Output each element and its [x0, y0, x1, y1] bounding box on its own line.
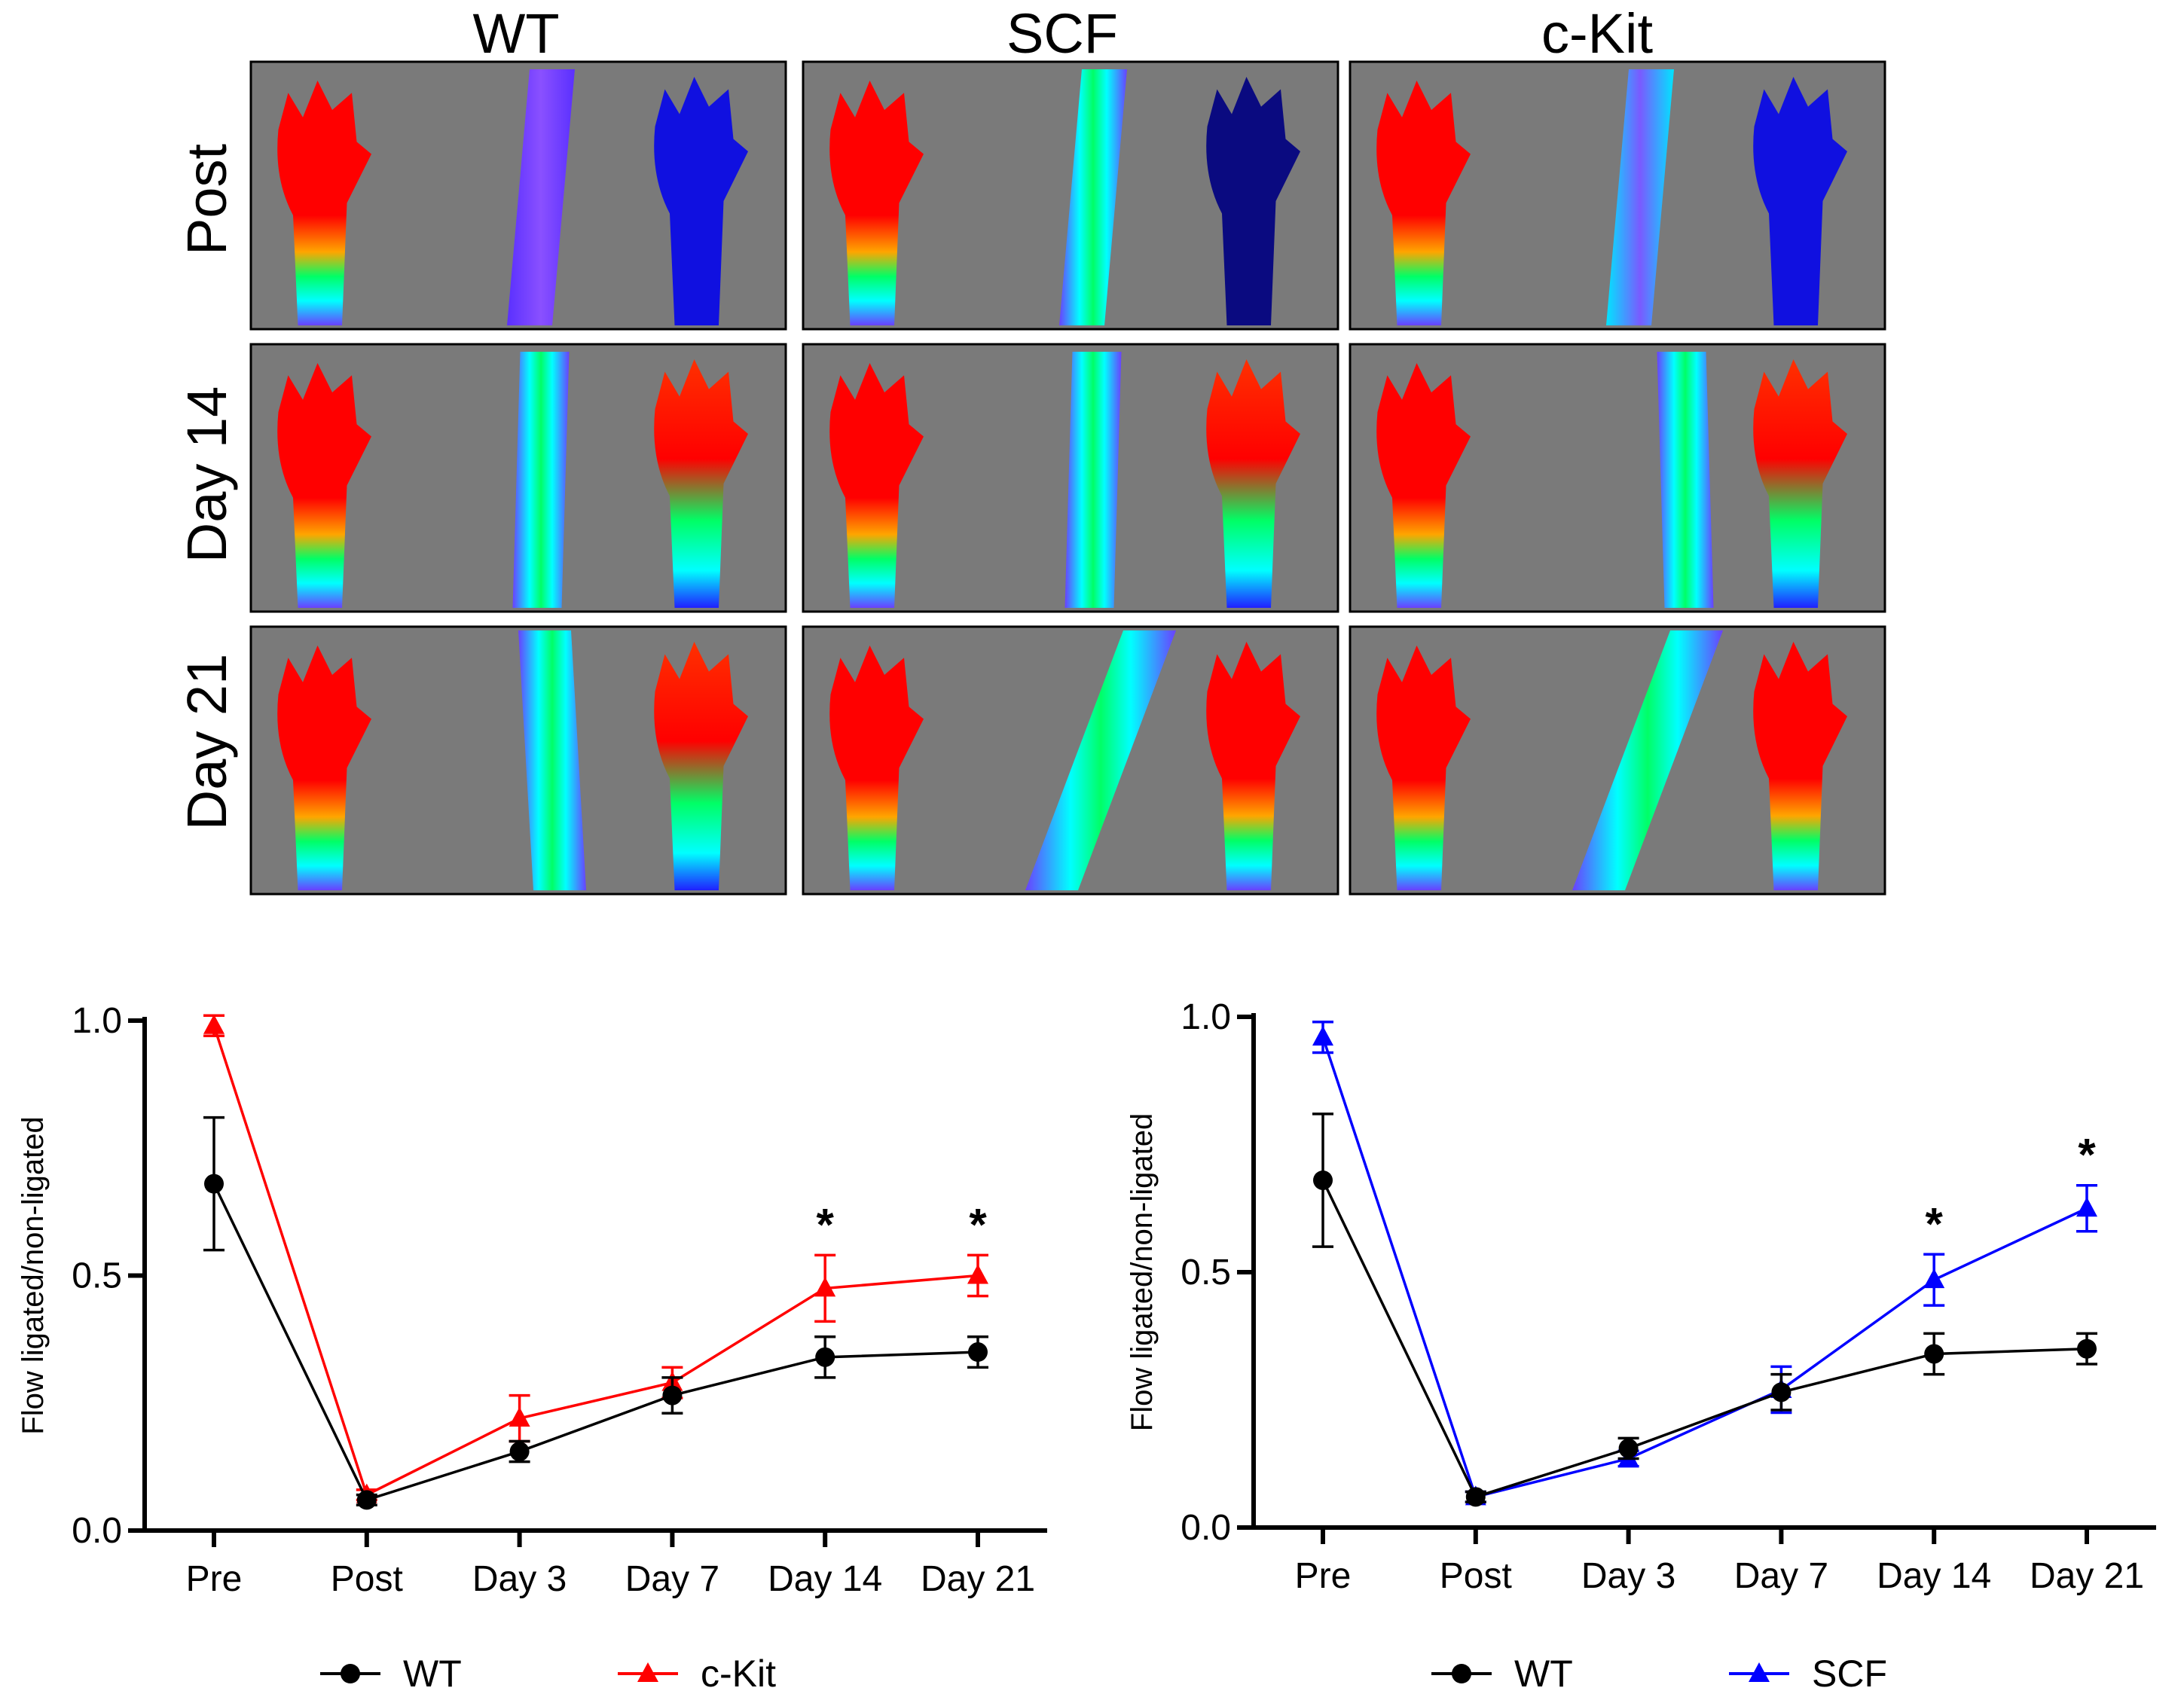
- column-title-scf: SCF: [1006, 2, 1118, 65]
- y-tick-label: 0.5: [1181, 1253, 1231, 1293]
- data-point: [968, 1342, 988, 1363]
- legend-marker: [637, 1662, 658, 1682]
- legend: WT SCF: [1431, 1653, 1887, 1695]
- imaging-grid: [249, 60, 1886, 896]
- legend-label: SCF: [1812, 1653, 1887, 1695]
- x-tick-label: Day 3: [472, 1559, 567, 1599]
- series-line-wt: [212, 1183, 979, 1502]
- data-point: [815, 1347, 835, 1367]
- series-line-scf: [1321, 1036, 2088, 1499]
- legend-marker: [1452, 1664, 1471, 1683]
- significance-star: *: [2078, 1130, 2096, 1180]
- laser-doppler-panel-ckit-day14: [1349, 343, 1886, 613]
- series-line-wt: [1321, 1180, 2088, 1499]
- significance-star: *: [817, 1199, 835, 1250]
- data-point: [814, 1277, 836, 1297]
- laser-doppler-panel-scf-day21: [802, 625, 1339, 896]
- x-tick-label: Day 21: [2030, 1556, 2144, 1596]
- x-tick-label: Day 14: [768, 1559, 882, 1599]
- y-tick-label: 0.0: [1181, 1508, 1231, 1548]
- chart-ckit-vs-wt: 0.0 0.5 1.0 Pre Post Day 3 Day 7 Day 14 Day 21 Fl…: [17, 1001, 1047, 1695]
- data-point: [967, 1264, 988, 1284]
- column-title-wt: WT: [472, 2, 559, 65]
- x-tick-label: Pre: [186, 1559, 243, 1599]
- legend-marker: [1749, 1662, 1770, 1682]
- laser-doppler-panel-wt-post: [249, 60, 787, 331]
- data-point: [204, 1174, 224, 1194]
- y-tick-label: 0.5: [72, 1256, 122, 1296]
- laser-doppler-panel-scf-day14: [802, 343, 1339, 613]
- data-point: [1312, 1026, 1333, 1046]
- row-title-post: Post: [176, 144, 238, 256]
- data-point: [1465, 1487, 1486, 1507]
- x-tick-label: Day 14: [1877, 1556, 1991, 1596]
- data-point: [203, 1014, 225, 1034]
- y-tick-label: 1.0: [72, 1001, 122, 1041]
- legend-label: WT: [1514, 1653, 1573, 1695]
- x-tick-label: Post: [331, 1559, 403, 1599]
- row-title-day14: Day 14: [176, 386, 238, 563]
- laser-doppler-panel-wt-day14: [249, 343, 787, 613]
- data-point: [509, 1442, 530, 1462]
- significance-star: *: [1926, 1198, 1944, 1249]
- data-point: [2077, 1338, 2097, 1359]
- y-axis-title: Flow ligated/non-ligated: [17, 1116, 50, 1434]
- legend-label: WT: [403, 1653, 462, 1695]
- legend-marker: [341, 1664, 360, 1683]
- x-tick-label: Day 7: [625, 1559, 719, 1599]
- data-point: [1924, 1344, 1944, 1364]
- laser-doppler-panel-ckit-post: [1349, 60, 1886, 331]
- data-point: [1771, 1382, 1791, 1402]
- column-title-ckit: c-Kit: [1541, 2, 1653, 65]
- y-tick-label: 0.0: [72, 1511, 122, 1551]
- chart-scf-vs-wt: 0.0 0.5 1.0 Pre Post Day 3 Day 7 Day 14 Day 21 Fl…: [1126, 997, 2156, 1695]
- data-point: [1923, 1268, 1945, 1289]
- legend: WT c-Kit: [320, 1653, 776, 1695]
- series-wt: [203, 1116, 988, 1510]
- legend-label: c-Kit: [701, 1653, 776, 1695]
- laser-doppler-panel-wt-day21: [249, 625, 787, 896]
- series-scf: [1312, 1021, 2097, 1506]
- row-title-day21: Day 21: [176, 654, 238, 830]
- data-point: [1313, 1170, 1333, 1190]
- x-tick-label: Day 3: [1581, 1556, 1675, 1596]
- laser-doppler-panel-scf-post: [802, 60, 1339, 331]
- y-axis-title: Flow ligated/non-ligated: [1126, 1113, 1159, 1431]
- x-tick-label: Day 21: [921, 1559, 1035, 1599]
- series-line-c-kit: [212, 1025, 979, 1497]
- x-tick-label: Pre: [1295, 1556, 1352, 1596]
- data-point: [356, 1490, 377, 1510]
- data-point: [2076, 1197, 2097, 1217]
- significance-star: *: [969, 1199, 987, 1250]
- x-tick-label: Post: [1440, 1556, 1512, 1596]
- series-c-kit: [203, 1014, 988, 1503]
- laser-doppler-panel-ckit-day21: [1349, 625, 1886, 896]
- data-point: [1618, 1438, 1639, 1458]
- x-tick-label: Day 7: [1734, 1556, 1828, 1596]
- series-wt: [1312, 1113, 2097, 1507]
- data-point: [662, 1385, 683, 1406]
- data-point: [509, 1407, 530, 1427]
- y-tick-label: 1.0: [1181, 997, 1231, 1037]
